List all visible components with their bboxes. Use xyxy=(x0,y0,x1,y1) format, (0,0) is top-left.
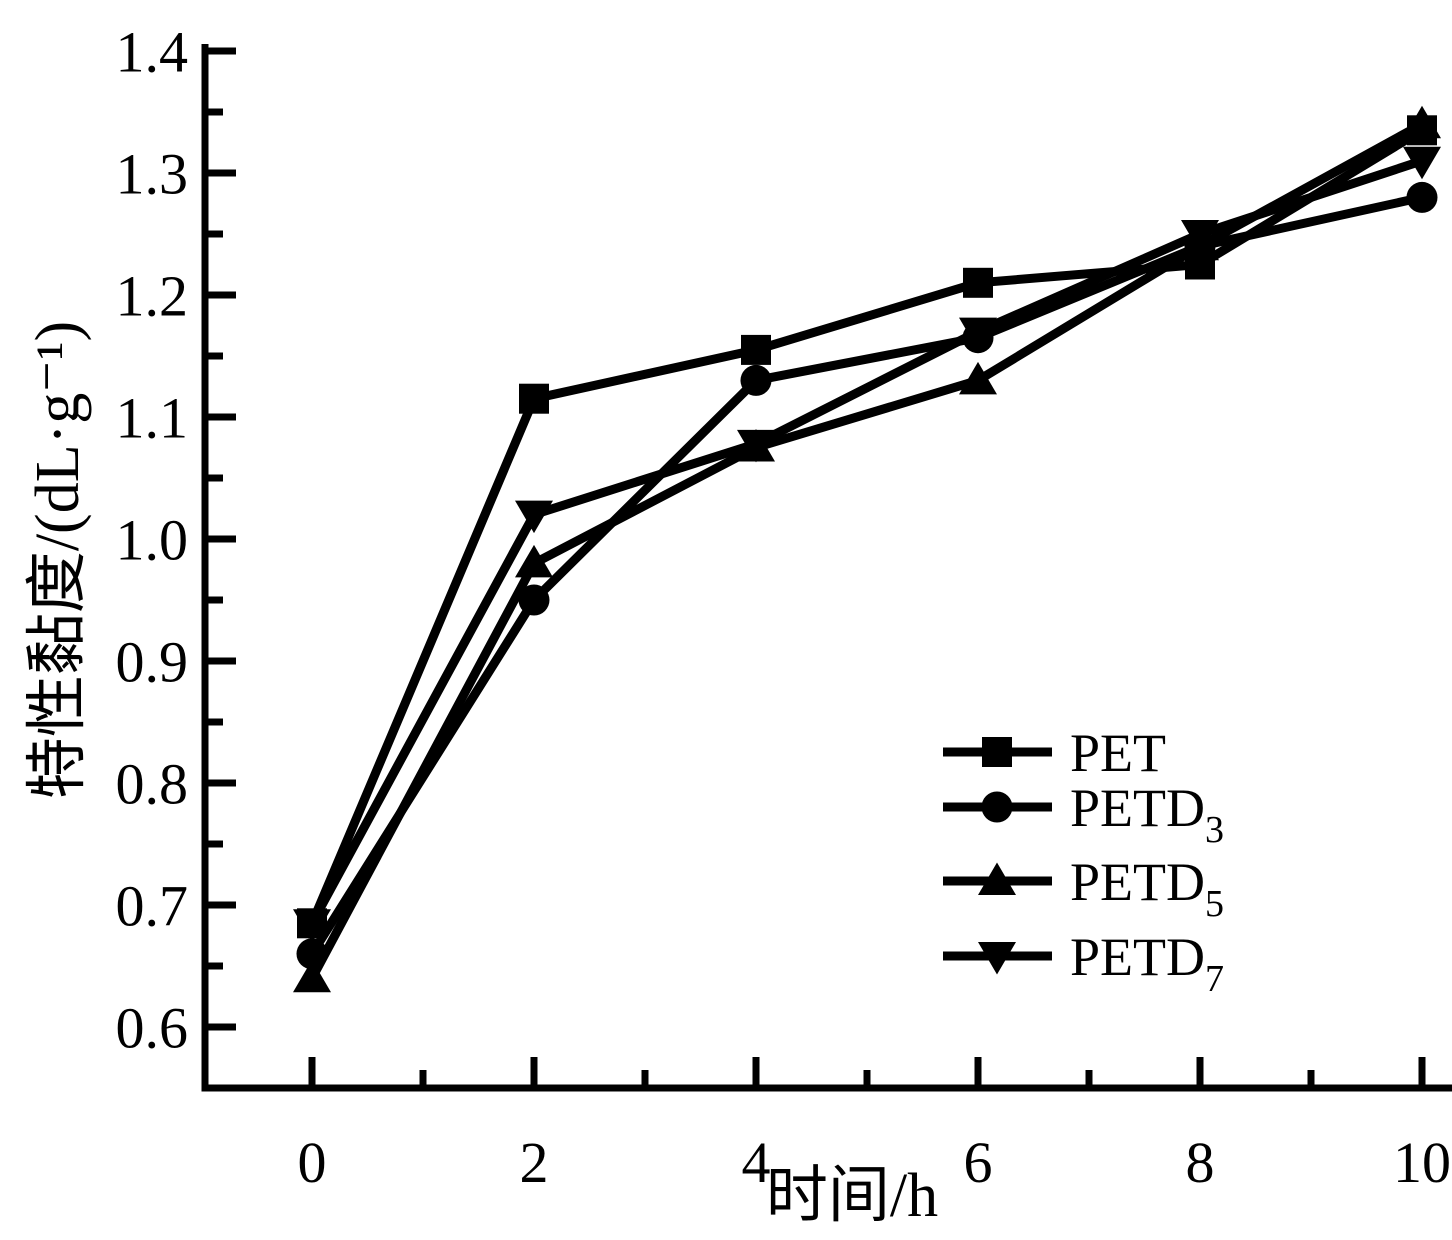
legend-label-PET: PET xyxy=(1070,723,1166,783)
legend-label-PETD5: PETD5 xyxy=(1070,852,1224,925)
y-tick-label: 0.8 xyxy=(116,751,189,816)
series-PETD3 xyxy=(296,181,1438,970)
y-tick-label: 0.7 xyxy=(116,873,189,938)
x-tick-label: 8 xyxy=(1186,1130,1215,1195)
y-tick-label: 1.4 xyxy=(116,19,189,84)
series-PETD3-marker xyxy=(1406,181,1438,213)
legend-item-PETD5: PETD5 xyxy=(943,852,1224,925)
series-PETD5-marker xyxy=(293,959,331,993)
y-tick-label: 1.2 xyxy=(116,263,189,328)
series-PET-marker xyxy=(963,267,993,298)
series-PETD7 xyxy=(293,146,1441,942)
tick-labels: 0.6 0.7 0.8 0.9 1.0 1.1 1.2 1.3 1.4 0 2 4 6 8 10 xyxy=(116,19,1452,1195)
legend-square-icon xyxy=(982,737,1012,767)
legend-triangle-up-icon xyxy=(978,862,1016,895)
series-PETD3-line xyxy=(308,193,1423,957)
series-PETD5-marker xyxy=(737,429,775,462)
series-PETD5-line xyxy=(308,120,1425,981)
axes xyxy=(201,44,1452,1092)
legend-label-PETD7: PETD7 xyxy=(1070,927,1224,1000)
legend-triangle-down-icon xyxy=(978,942,1016,975)
series-plot xyxy=(293,105,1441,993)
series-PETD3-marker xyxy=(962,322,994,354)
legend-label-PETD3: PETD3 xyxy=(1070,778,1224,851)
legend-item-PETD7: PETD7 xyxy=(943,927,1224,1000)
series-PET xyxy=(297,115,1437,939)
series-PETD7-marker xyxy=(515,500,553,534)
series-PETD3-marker xyxy=(518,584,550,616)
y-tick-label: 0.6 xyxy=(116,995,189,1060)
y-tick-label: 1.0 xyxy=(116,507,189,572)
x-axis-title: 时间/h xyxy=(766,1162,938,1230)
x-tick-label: 0 xyxy=(298,1130,327,1195)
series-PETD5-marker xyxy=(515,544,553,578)
y-tick-label: 1.1 xyxy=(116,385,189,450)
series-PETD5-marker xyxy=(1403,105,1441,139)
series-PET-marker xyxy=(519,383,549,414)
legend-item-PET: PET xyxy=(943,723,1166,783)
y-tick-label: 0.9 xyxy=(116,629,189,694)
y-axis-title: 特性黏度/(dL·g⁻¹) xyxy=(24,321,92,799)
series-PETD5-marker xyxy=(959,361,997,395)
series-PETD3-marker xyxy=(740,364,772,396)
y-tick-label: 1.3 xyxy=(116,141,189,206)
x-tick-label: 2 xyxy=(520,1130,549,1195)
series-PETD7-line xyxy=(308,156,1424,926)
series-PET-line xyxy=(307,126,1425,926)
x-tick-label: 10 xyxy=(1393,1130,1451,1195)
x-tick-label: 4 xyxy=(742,1130,771,1195)
series-PETD7-marker xyxy=(1403,146,1441,180)
x-tick-label: 6 xyxy=(964,1130,993,1195)
series-PETD5 xyxy=(293,105,1441,993)
series-PET-marker xyxy=(741,334,771,365)
legend-item-PETD3: PETD3 xyxy=(943,778,1224,851)
series-PETD5-marker xyxy=(1181,227,1219,261)
legend-circle-icon xyxy=(981,791,1013,823)
